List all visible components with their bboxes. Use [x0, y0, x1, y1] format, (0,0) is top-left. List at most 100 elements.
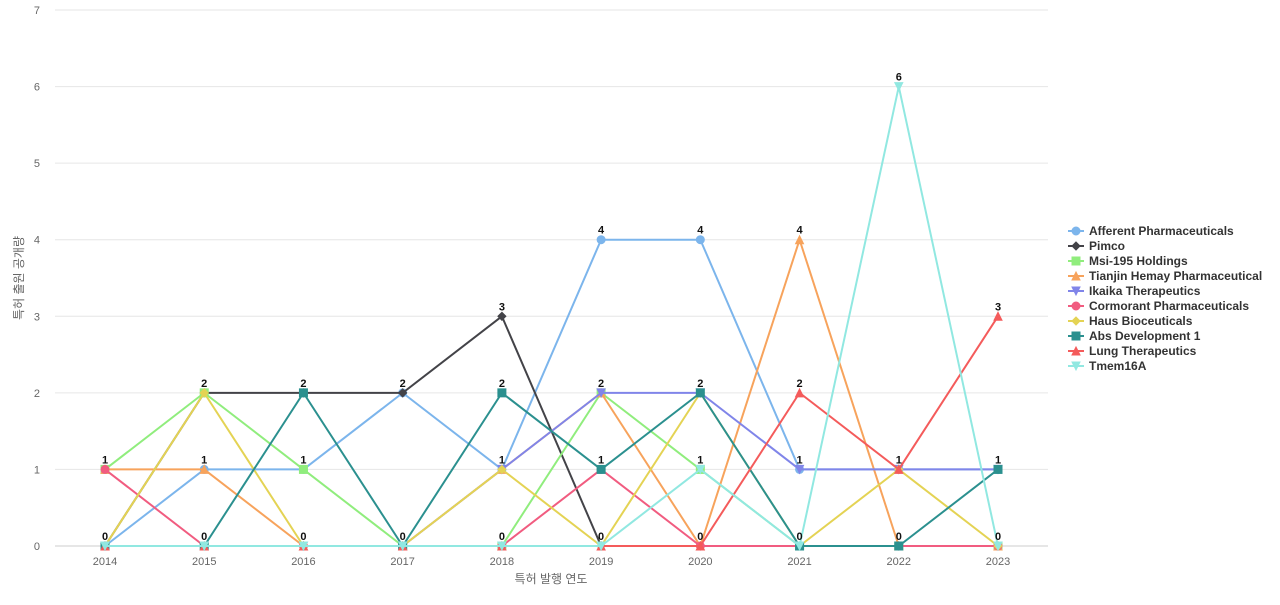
data-label: 0 — [400, 531, 406, 543]
data-point — [100, 541, 110, 552]
data-label: 1 — [598, 454, 604, 466]
x-tick-label: 2015 — [192, 556, 216, 568]
y-tick-label: 2 — [34, 388, 40, 400]
data-label: 0 — [499, 531, 505, 543]
series-line — [105, 391, 999, 547]
data-point — [695, 464, 706, 475]
x-tick-label: 2021 — [787, 556, 811, 568]
data-point — [893, 82, 904, 92]
data-point — [993, 541, 1003, 552]
x-tick-label: 2018 — [490, 556, 514, 568]
legend-item[interactable]: Msi-195 Holdings — [1068, 254, 1188, 268]
y-tick-label: 3 — [34, 311, 40, 323]
y-axis-title: 특허 출원 공개량 — [12, 236, 26, 320]
data-label: 1 — [102, 454, 108, 466]
y-axis-ticks: 0 1 2 3 4 5 6 7 — [34, 5, 40, 553]
data-label: 4 — [697, 225, 704, 237]
legend-label: Haus Bioceuticals — [1089, 314, 1193, 328]
y-tick-label: 5 — [34, 158, 40, 170]
data-label: 1 — [896, 454, 902, 466]
x-tick-label: 2016 — [291, 556, 315, 568]
legend-label: Cormorant Pharmaceuticals — [1089, 299, 1249, 313]
legend-label: Lung Therapeutics — [1089, 344, 1197, 358]
data-label: 2 — [697, 378, 703, 390]
legend-item[interactable]: Tmem16A — [1068, 359, 1147, 373]
data-label: 2 — [400, 378, 406, 390]
legend-label: Pimco — [1089, 239, 1125, 253]
legend-marker — [1071, 361, 1081, 372]
data-label: 1 — [499, 454, 505, 466]
x-axis-ticks: 2014 2015 2016 2017 2018 2019 2020 2021 2022 2023 — [93, 556, 1010, 568]
legend-item[interactable]: Ikaika Therapeutics — [1068, 284, 1201, 298]
legend-label: Tmem16A — [1089, 359, 1147, 373]
data-label: 0 — [697, 531, 703, 543]
data-label: 4 — [796, 225, 803, 237]
data-point — [100, 464, 110, 474]
data-label: 0 — [598, 531, 604, 543]
legend-marker — [1071, 270, 1081, 281]
x-tick-label: 2022 — [887, 556, 911, 568]
legend-item[interactable]: Afferent Pharmaceuticals — [1068, 224, 1234, 238]
data-point — [298, 388, 308, 398]
data-point — [695, 235, 705, 245]
data-point — [894, 541, 904, 551]
data-point — [199, 464, 210, 474]
data-label: 0 — [896, 531, 902, 543]
legend-item[interactable]: Abs Development 1 — [1068, 329, 1201, 343]
y-tick-label: 0 — [34, 541, 40, 553]
legend-item[interactable]: Cormorant Pharmaceuticals — [1068, 299, 1249, 313]
x-axis-title: 특허 발행 연도 — [515, 571, 588, 586]
y-tick-label: 1 — [34, 464, 40, 476]
data-point — [695, 540, 706, 551]
data-label: 2 — [201, 378, 207, 390]
legend-marker — [1071, 301, 1081, 311]
legend-item[interactable]: Tianjin Hemay Pharmaceutical — [1068, 269, 1262, 283]
data-label: 0 — [300, 531, 306, 543]
data-label: 1 — [995, 454, 1001, 466]
data-label: 1 — [300, 454, 306, 466]
data-label: 1 — [201, 454, 207, 466]
legend-marker — [1071, 316, 1081, 326]
series-tmem16a[interactable] — [100, 82, 1003, 552]
data-label: 0 — [102, 531, 108, 543]
x-tick-label: 2014 — [93, 556, 117, 568]
legend-marker — [1071, 256, 1081, 266]
series-line — [105, 85, 999, 547]
x-tick-label: 2019 — [589, 556, 613, 568]
legend-marker — [1071, 345, 1081, 356]
series-lines — [100, 82, 1003, 552]
data-point — [596, 464, 606, 474]
y-tick-label: 6 — [34, 82, 40, 94]
data-point — [497, 388, 507, 398]
y-tick-label: 4 — [34, 235, 40, 247]
legend-marker — [1071, 286, 1081, 297]
data-point — [397, 541, 408, 552]
data-label: 0 — [796, 531, 802, 543]
legend-item[interactable]: Pimco — [1068, 239, 1125, 253]
data-label: 2 — [499, 378, 505, 390]
data-point — [497, 541, 507, 552]
data-point — [596, 541, 606, 552]
data-point — [596, 388, 606, 398]
data-point — [199, 388, 209, 398]
data-point — [298, 541, 309, 552]
data-label: 1 — [697, 454, 703, 466]
data-label: 0 — [201, 531, 207, 543]
data-point — [993, 464, 1003, 474]
data-label: 2 — [598, 378, 604, 390]
data-point — [993, 311, 1003, 321]
legend-item[interactable]: Lung Therapeutics — [1068, 344, 1197, 358]
legend-label: Tianjin Hemay Pharmaceutical — [1089, 269, 1262, 283]
x-tick-label: 2020 — [688, 556, 712, 568]
data-label: 1 — [796, 454, 802, 466]
legend-item[interactable]: Haus Bioceuticals — [1068, 314, 1193, 328]
legend-marker — [1071, 226, 1081, 236]
data-point — [596, 235, 606, 245]
data-label: 6 — [896, 72, 902, 84]
x-tick-label: 2017 — [390, 556, 414, 568]
legend-label: Afferent Pharmaceuticals — [1089, 224, 1234, 238]
data-point — [893, 464, 904, 474]
